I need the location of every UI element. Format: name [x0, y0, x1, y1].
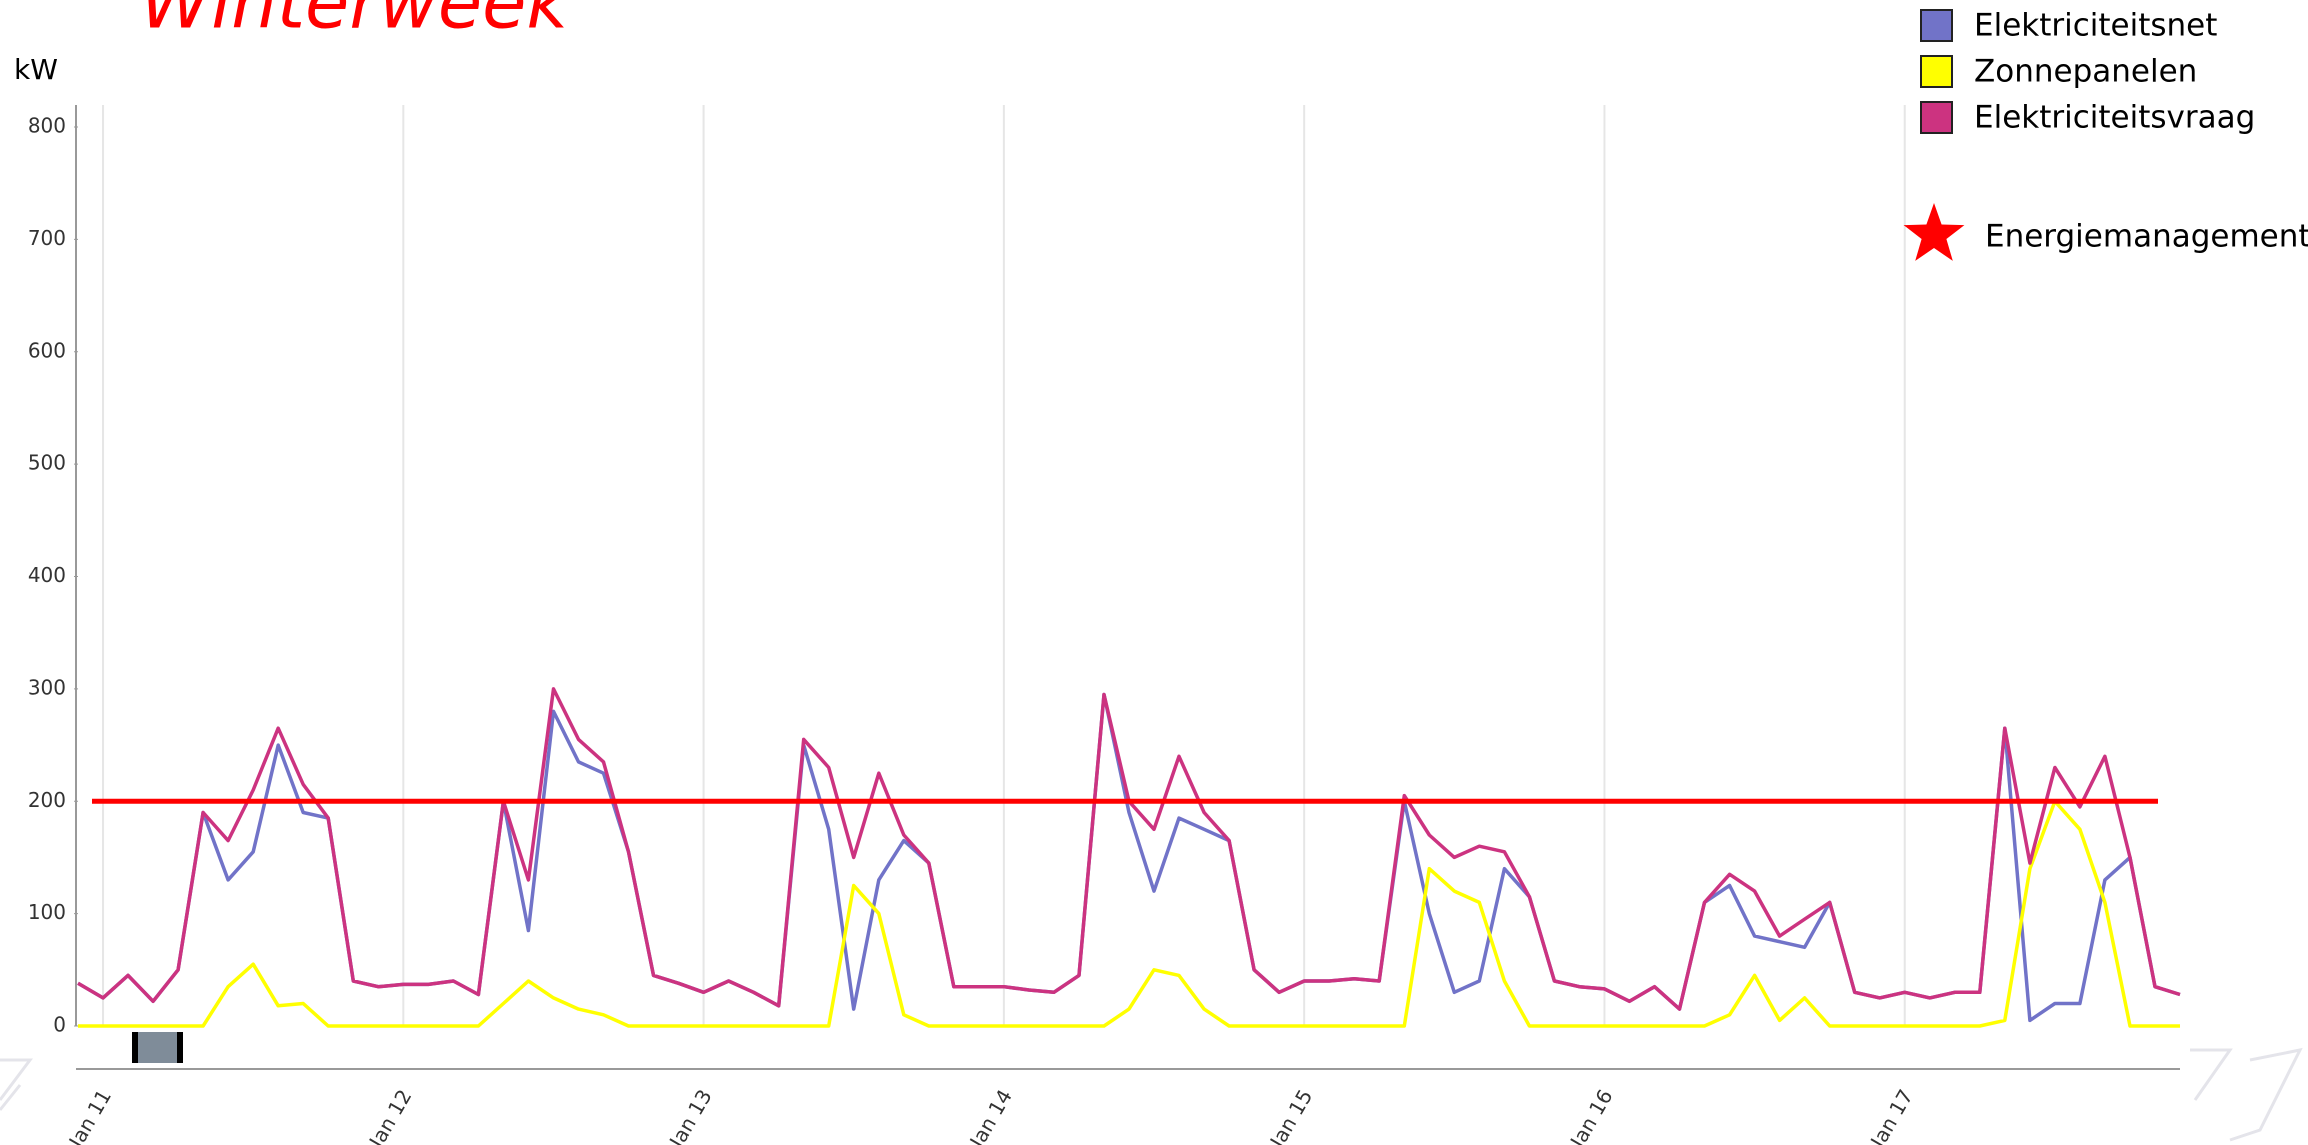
x-tick-label: Jan 16: [1564, 1085, 1617, 1145]
y-axis-label: kW: [14, 53, 58, 86]
x-tick-label: Jan 13: [664, 1085, 717, 1145]
y-tick-label: 800: [28, 114, 66, 138]
series-line: [77, 692, 2181, 1023]
legend-star: [1903, 203, 1965, 261]
y-tick-label: 0: [53, 1013, 66, 1037]
x-tick-label: Jan 17: [1865, 1085, 1918, 1145]
legend-label: Zonnepanelen: [1974, 54, 2197, 90]
y-tick-label: 200: [28, 788, 66, 812]
legend-swatch: [1920, 55, 1953, 88]
x-tick-label: Jan 14: [964, 1085, 1017, 1145]
y-tick-label: 400: [28, 563, 66, 587]
legend-swatch: [1920, 9, 1953, 42]
navigator-edge[interactable]: [177, 1032, 183, 1063]
decoration: [0, 1047, 2303, 1142]
legend-label: Energiemanagement: [1985, 219, 2308, 255]
legend-label: Elektriciteitsvraag: [1974, 100, 2255, 136]
chart-title: Winterweek: [140, 0, 571, 45]
y-tick-label: 300: [28, 675, 66, 699]
navigator-handle[interactable]: [132, 1032, 183, 1063]
y-tick-label: 600: [28, 338, 66, 362]
y-tick-label: 500: [28, 451, 66, 475]
legend-label: Elektriciteitsnet: [1974, 8, 2217, 44]
series-line: [78, 799, 2180, 1028]
series-line: [77, 687, 2181, 1011]
x-tick-label: Jan 11: [63, 1085, 116, 1145]
y-tick-label: 100: [28, 900, 66, 924]
legend-swatch: [1920, 101, 1953, 134]
x-tick-label: Jan 15: [1264, 1085, 1317, 1145]
y-tick-label: 700: [28, 226, 66, 250]
x-tick-label: Jan 12: [363, 1085, 416, 1145]
navigator-edge[interactable]: [132, 1032, 138, 1063]
